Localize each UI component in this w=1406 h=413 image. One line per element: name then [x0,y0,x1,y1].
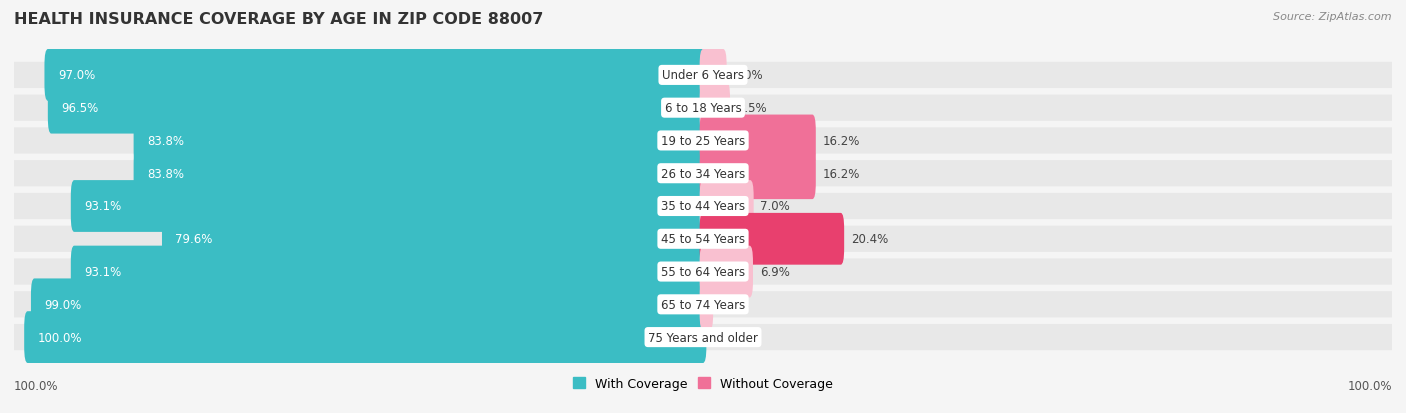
Text: 83.8%: 83.8% [148,135,184,147]
FancyBboxPatch shape [31,279,706,330]
FancyBboxPatch shape [134,148,706,199]
Text: 7.0%: 7.0% [761,200,790,213]
FancyBboxPatch shape [700,214,844,265]
Text: 100.0%: 100.0% [1347,380,1392,392]
Text: 16.2%: 16.2% [823,167,860,180]
FancyBboxPatch shape [700,115,815,167]
Text: 19 to 25 Years: 19 to 25 Years [661,135,745,147]
Text: 75 Years and older: 75 Years and older [648,331,758,344]
Text: 6 to 18 Years: 6 to 18 Years [665,102,741,115]
FancyBboxPatch shape [162,214,706,265]
Text: 1.0%: 1.0% [720,298,749,311]
FancyBboxPatch shape [14,292,1392,318]
Text: Source: ZipAtlas.com: Source: ZipAtlas.com [1274,12,1392,22]
FancyBboxPatch shape [45,50,706,102]
Text: 96.5%: 96.5% [62,102,98,115]
Text: 35 to 44 Years: 35 to 44 Years [661,200,745,213]
FancyBboxPatch shape [14,161,1392,187]
FancyBboxPatch shape [14,259,1392,285]
FancyBboxPatch shape [14,324,1392,350]
FancyBboxPatch shape [14,193,1392,220]
FancyBboxPatch shape [48,83,706,134]
FancyBboxPatch shape [700,279,713,330]
Text: 83.8%: 83.8% [148,167,184,180]
Text: 3.5%: 3.5% [737,102,766,115]
FancyBboxPatch shape [70,180,706,233]
Text: 65 to 74 Years: 65 to 74 Years [661,298,745,311]
Text: HEALTH INSURANCE COVERAGE BY AGE IN ZIP CODE 88007: HEALTH INSURANCE COVERAGE BY AGE IN ZIP … [14,12,544,27]
Text: 97.0%: 97.0% [58,69,96,82]
Text: 3.0%: 3.0% [734,69,763,82]
FancyBboxPatch shape [14,95,1392,121]
FancyBboxPatch shape [700,180,754,233]
Text: 55 to 64 Years: 55 to 64 Years [661,266,745,278]
Text: 20.4%: 20.4% [851,233,889,246]
FancyBboxPatch shape [700,148,815,199]
Text: 100.0%: 100.0% [14,380,59,392]
FancyBboxPatch shape [134,115,706,167]
Text: 26 to 34 Years: 26 to 34 Years [661,167,745,180]
Text: 79.6%: 79.6% [176,233,212,246]
Text: 0.0%: 0.0% [713,331,742,344]
FancyBboxPatch shape [24,311,706,363]
Legend: With Coverage, Without Coverage: With Coverage, Without Coverage [568,372,838,395]
Text: 93.1%: 93.1% [84,200,121,213]
Text: 45 to 54 Years: 45 to 54 Years [661,233,745,246]
Text: 6.9%: 6.9% [759,266,790,278]
FancyBboxPatch shape [700,246,754,298]
Text: 16.2%: 16.2% [823,135,860,147]
FancyBboxPatch shape [700,83,730,134]
FancyBboxPatch shape [70,246,706,298]
Text: 99.0%: 99.0% [45,298,82,311]
Text: 93.1%: 93.1% [84,266,121,278]
FancyBboxPatch shape [14,128,1392,154]
Text: Under 6 Years: Under 6 Years [662,69,744,82]
FancyBboxPatch shape [14,63,1392,89]
Text: 100.0%: 100.0% [38,331,82,344]
FancyBboxPatch shape [700,50,727,102]
FancyBboxPatch shape [14,226,1392,252]
